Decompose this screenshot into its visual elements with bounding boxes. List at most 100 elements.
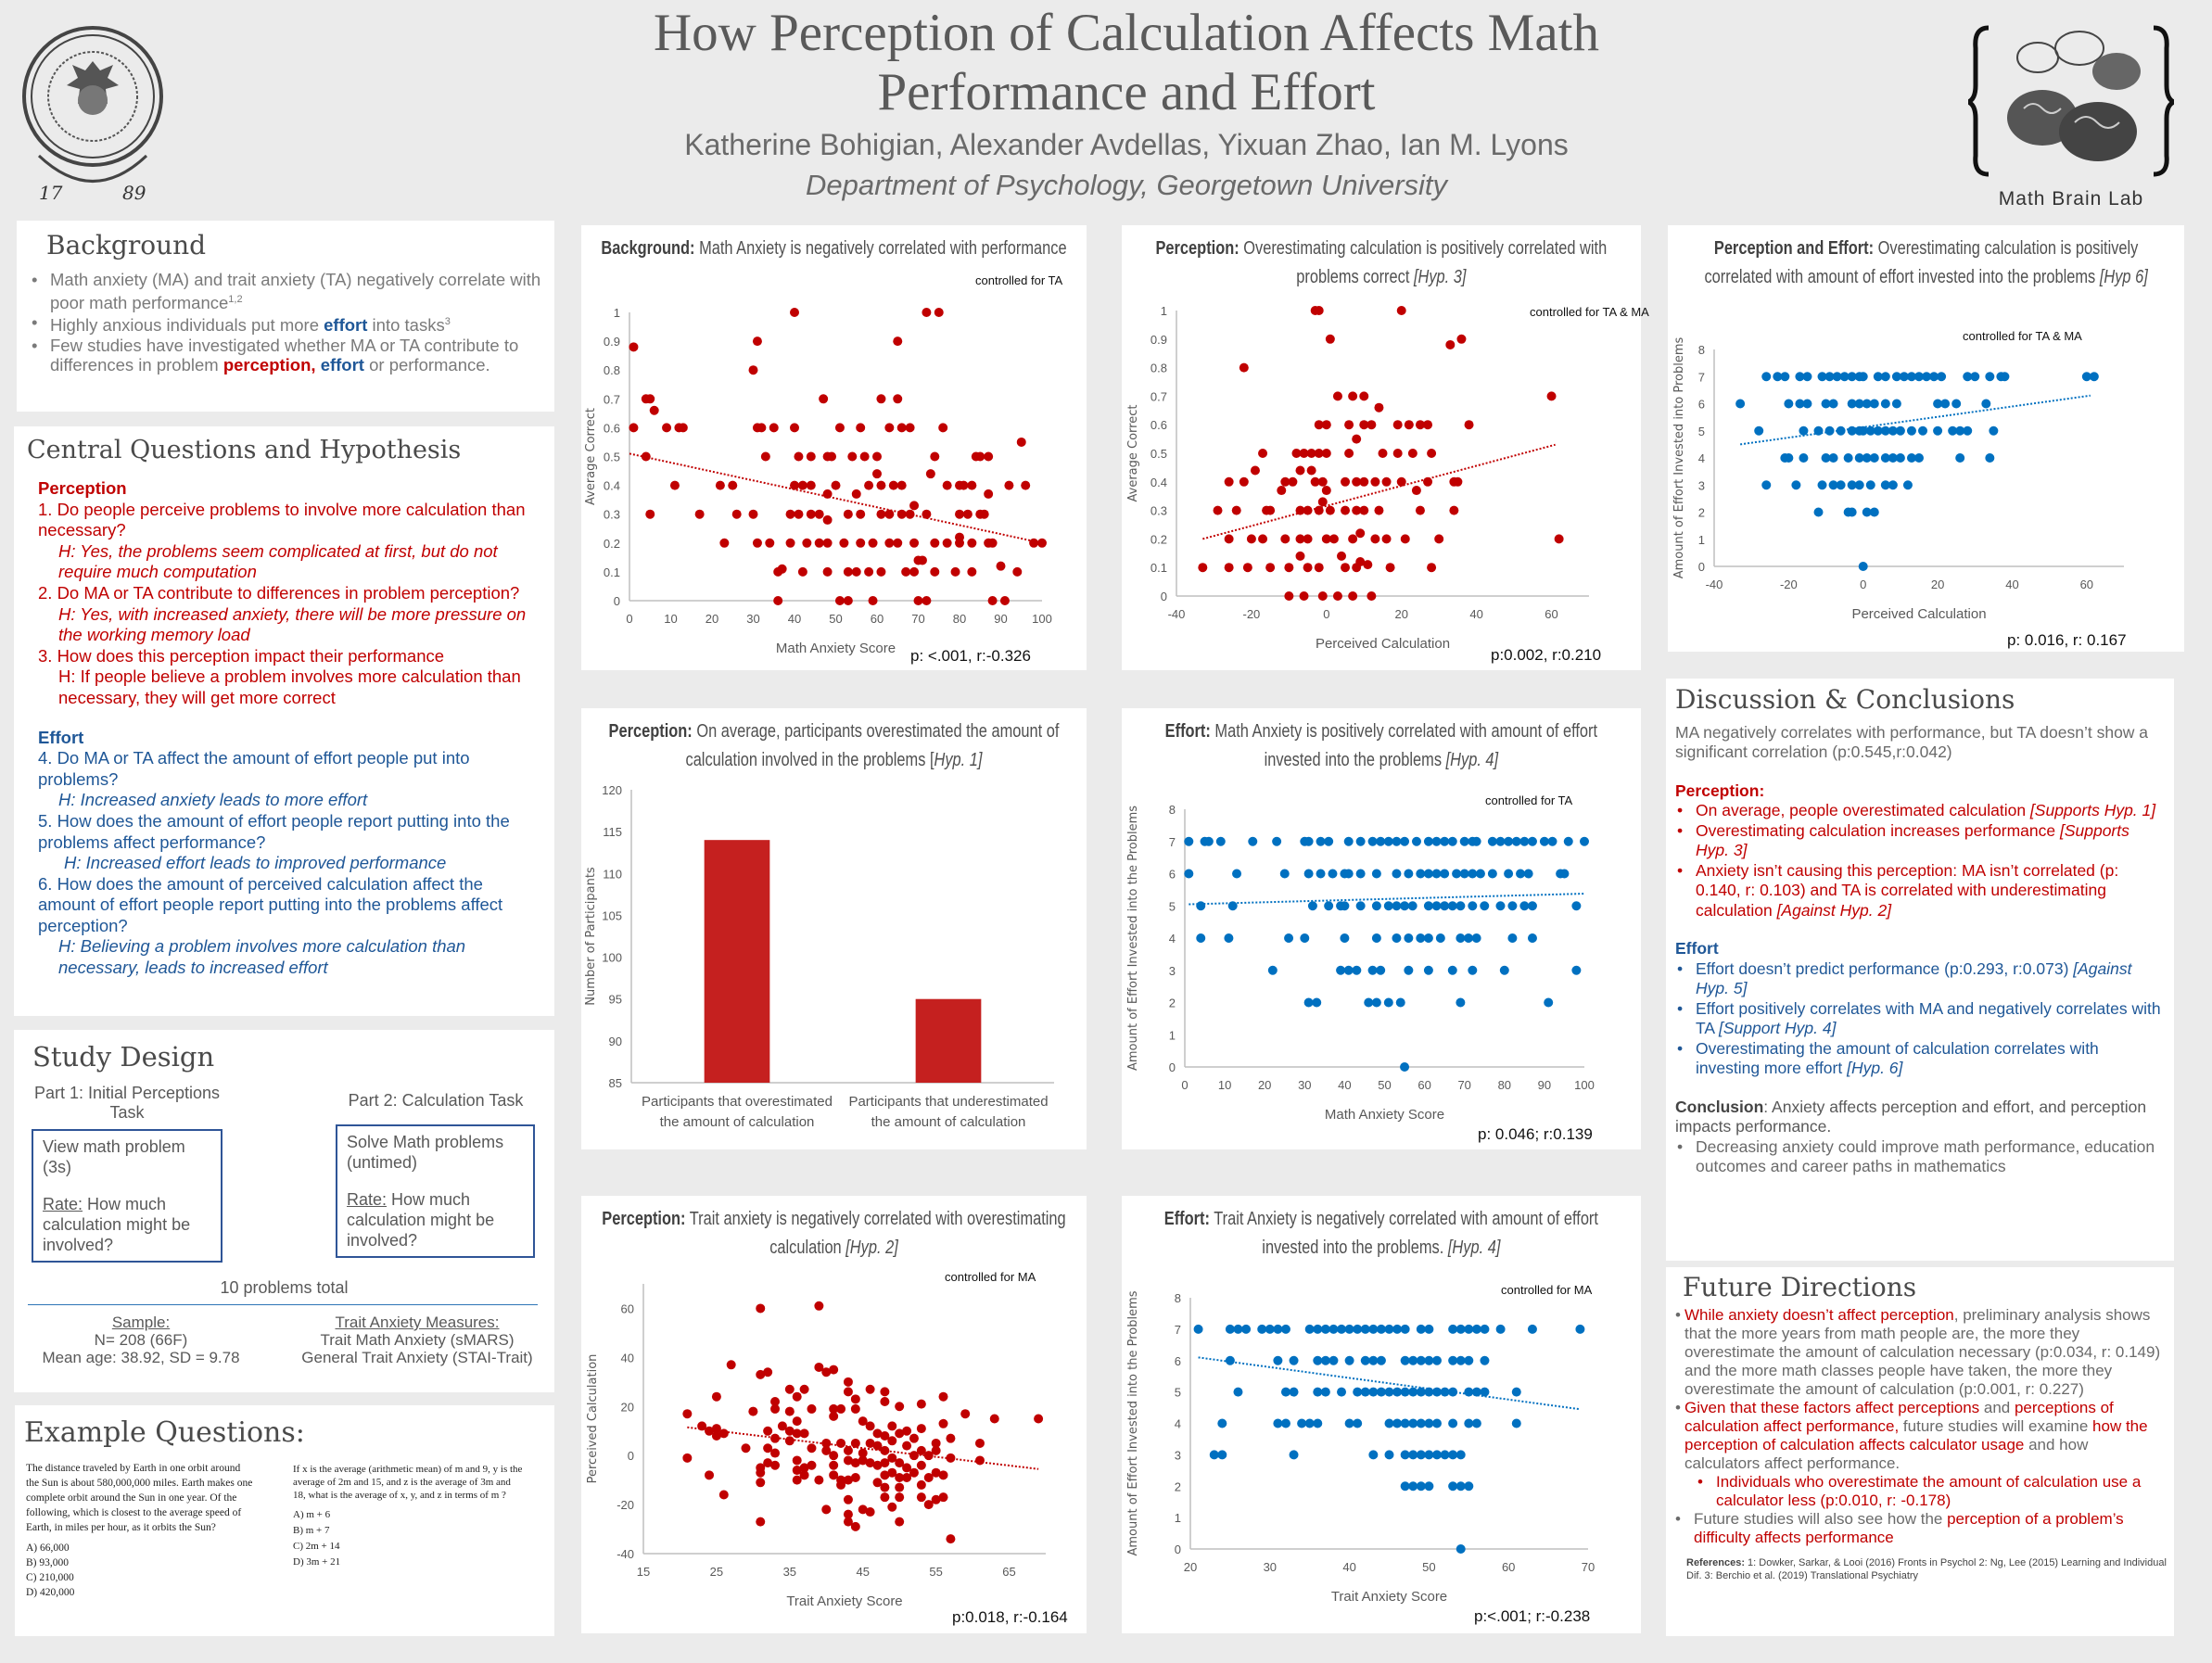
question-6: 6. How does the amount of perceived calc… <box>38 873 503 935</box>
data-point <box>1353 1387 1363 1397</box>
x-tick-label: 40 <box>788 612 801 626</box>
data-point <box>1304 1418 1315 1428</box>
data-point <box>1344 1324 1354 1334</box>
chart-card-ta-perception: Perception: Trait anxiety is negatively … <box>581 1196 1087 1633</box>
x-tick-label: 25 <box>710 1565 723 1579</box>
data-point <box>1279 869 1290 879</box>
data-point <box>1352 434 1362 444</box>
data-point <box>1392 901 1402 911</box>
hyp-tag: [Hyp. 6] <box>1847 1059 1903 1077</box>
data-point <box>1400 534 1410 544</box>
data-point <box>770 1396 781 1406</box>
hypothesis-4: H: Increased anxiety leads to more effor… <box>58 790 368 810</box>
y-tick-label: 0 <box>1698 560 1705 574</box>
data-point <box>1355 836 1366 846</box>
data-point <box>843 1494 853 1504</box>
data-point <box>1037 538 1047 548</box>
data-point <box>799 1470 809 1480</box>
data-point <box>748 509 758 519</box>
y-axis-label: Perceived Calculation <box>586 1354 600 1484</box>
chart-card-overestimate-bar: Perception: On average, participants ove… <box>581 708 1087 1149</box>
category-label: Participants that overestimated the amou… <box>642 1094 833 1130</box>
data-point <box>756 1467 766 1478</box>
data-point <box>1367 420 1377 430</box>
hypothesis-6: H: Believing a problem involves more cal… <box>58 936 466 978</box>
data-point <box>922 596 932 605</box>
data-point <box>1963 425 1973 436</box>
data-point <box>1376 836 1386 846</box>
discussion-heading: Discussion & Conclusions <box>1675 684 2015 715</box>
data-point <box>880 1445 890 1455</box>
data-point <box>1464 1387 1474 1397</box>
data-point <box>868 538 878 548</box>
y-tick-label: 0.5 <box>1150 447 1167 461</box>
data-point <box>790 308 799 317</box>
data-point <box>1914 372 1924 382</box>
data-point <box>987 596 998 605</box>
highlight: While anxiety doesn’t affect perception <box>1684 1306 1954 1324</box>
data-point <box>1384 1450 1394 1460</box>
data-point <box>829 1451 839 1461</box>
x-axis-label: Math Anxiety Score <box>776 641 896 656</box>
data-point <box>1937 372 1947 382</box>
data-point <box>905 423 915 433</box>
y-tick-label: 0.6 <box>604 421 620 435</box>
data-point <box>718 1490 729 1500</box>
data-point <box>1471 836 1481 846</box>
data-point <box>1527 836 1537 846</box>
data-point <box>999 596 1010 605</box>
data-point <box>1431 869 1442 879</box>
x-axis-label: Trait Anxiety Score <box>1331 1589 1447 1605</box>
data-point <box>1447 901 1457 911</box>
data-point <box>1880 399 1890 409</box>
chart-title-bold: Perception: <box>1155 238 1239 259</box>
data-point <box>1317 497 1328 507</box>
data-point <box>876 394 886 404</box>
data-point <box>1869 507 1879 517</box>
chart-title-bold: Perception and Effort: <box>1713 238 1875 259</box>
data-point <box>1265 1324 1275 1334</box>
y-axis-label: Amount of Effort Invested into the Probl… <box>1126 1290 1140 1555</box>
trend-line <box>1189 893 1585 906</box>
data-point <box>1431 836 1442 846</box>
data-point <box>756 423 767 433</box>
data-point <box>1415 505 1425 515</box>
data-point <box>856 423 866 433</box>
data-point <box>1799 425 1809 436</box>
data-point <box>1824 425 1835 436</box>
data-point <box>1906 425 1916 436</box>
data-point <box>1480 1355 1490 1365</box>
poster-title: How Perception of Calculation Affects Ma… <box>445 4 1808 122</box>
data-point <box>1284 591 1294 601</box>
data-point <box>938 1391 948 1402</box>
data-point <box>1423 836 1433 846</box>
chart-title-bold: Perception: <box>602 1209 686 1229</box>
data-point <box>1400 1062 1410 1072</box>
data-point <box>1888 425 1898 436</box>
data-point <box>1411 836 1421 846</box>
bullet-text: future studies will examine <box>1899 1417 2093 1435</box>
x-axis-label: Perceived Calculation <box>1316 636 1450 652</box>
data-point <box>1215 836 1226 846</box>
data-point <box>784 1426 795 1436</box>
chart-title-hyp: [Hyp 6] <box>2099 267 2148 287</box>
data-point <box>1821 399 1831 409</box>
lab-logo-text: Math Brain Lab <box>1998 188 2144 209</box>
data-point <box>1355 901 1366 911</box>
data-point <box>909 1467 919 1478</box>
chart-title-bold: Perception: <box>608 721 693 742</box>
effort-label: Effort <box>38 727 84 747</box>
data-point <box>629 342 639 352</box>
data-point <box>1343 836 1354 846</box>
data-point <box>1487 869 1497 879</box>
data-point <box>893 394 903 404</box>
data-point <box>1434 534 1444 544</box>
data-point <box>1527 933 1537 943</box>
y-tick-label: 8 <box>1169 803 1176 817</box>
data-point <box>938 423 948 433</box>
data-point <box>974 1438 985 1448</box>
data-point <box>1813 507 1824 517</box>
data-point <box>1447 836 1457 846</box>
y-tick-label: 4 <box>1698 451 1705 465</box>
data-point <box>1383 901 1393 911</box>
